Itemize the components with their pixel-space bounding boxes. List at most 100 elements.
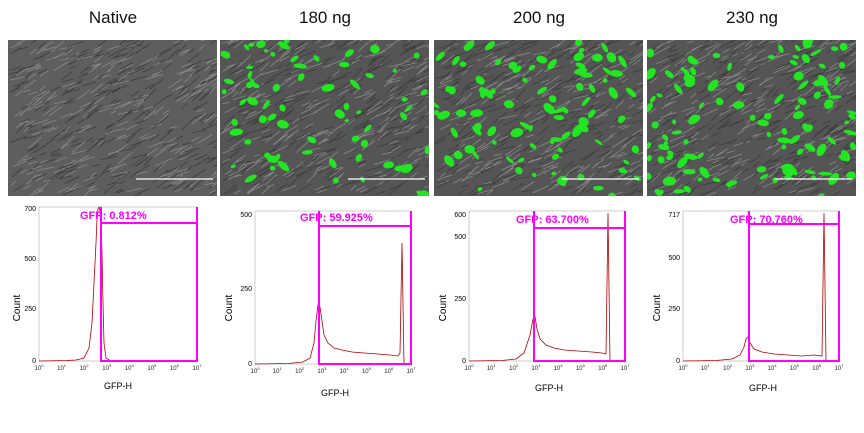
gfp-cell <box>796 148 804 155</box>
cell-streak <box>566 83 578 92</box>
cell-streak <box>462 175 473 181</box>
cell-streak <box>493 175 504 186</box>
cell-streak <box>260 98 268 103</box>
cell-streak <box>213 164 217 167</box>
gfp-cell <box>279 104 286 112</box>
cell-streak <box>186 179 197 187</box>
gfp-cell <box>553 115 565 121</box>
cell-streak <box>27 161 37 165</box>
cell-streak <box>716 77 731 88</box>
cell-streak <box>268 70 284 80</box>
cell-streak <box>839 82 849 92</box>
cell-streak <box>752 186 762 194</box>
gfp-cell <box>767 54 775 60</box>
cell-streak <box>196 134 213 144</box>
cell-streak <box>625 131 640 143</box>
cell-streak <box>639 43 643 46</box>
cell-streak <box>574 42 584 50</box>
gfp-cell <box>262 99 270 110</box>
cell-streak <box>301 122 314 131</box>
cell-streak <box>314 185 324 191</box>
cell-streak <box>24 96 40 108</box>
cell-streak <box>670 48 679 53</box>
gfp-cell <box>804 169 816 175</box>
cell-streak <box>191 116 202 125</box>
cell-streak <box>548 182 562 191</box>
cell-streak <box>101 155 118 161</box>
cell-streak <box>72 141 85 153</box>
cell-streak <box>204 182 214 186</box>
cell-streak <box>237 97 250 101</box>
cell-streak <box>762 90 768 97</box>
gfp-cell <box>617 115 626 123</box>
cell-streak <box>133 164 151 175</box>
cell-streak <box>353 87 361 95</box>
cell-streak <box>285 124 298 133</box>
gfp-cell <box>471 149 480 160</box>
x-tick-label: 100 <box>251 366 261 375</box>
cell-streak <box>64 176 80 184</box>
gfp-cell <box>736 82 745 92</box>
cell-streak <box>681 106 695 112</box>
cell-streak <box>31 165 42 170</box>
cell-streak <box>773 184 785 190</box>
cell-streak <box>111 170 126 175</box>
cell-streak <box>180 62 192 68</box>
cell-streak <box>328 134 340 144</box>
cell-streak <box>588 41 599 52</box>
cell-streak <box>50 148 62 154</box>
cell-streak <box>382 96 395 105</box>
gfp-cell <box>475 76 485 85</box>
gfp-cell <box>663 140 669 146</box>
cell-streak <box>441 55 455 65</box>
cell-streak <box>415 144 429 153</box>
cell-streak <box>258 171 268 177</box>
cell-streak <box>229 138 246 149</box>
cell-streak <box>487 156 502 163</box>
cell-streak <box>718 141 732 146</box>
micrograph-180ng-svg <box>220 40 429 196</box>
xlabel: GFP-H <box>749 383 777 393</box>
cell-streak <box>510 147 519 155</box>
cell-streak <box>211 183 217 187</box>
cell-streak <box>204 65 211 72</box>
cell-streak <box>237 55 252 68</box>
cell-streak <box>43 105 58 116</box>
cell-streak <box>752 160 760 168</box>
cell-streak <box>402 66 415 72</box>
cell-streak <box>844 157 856 166</box>
cell-streak <box>227 83 240 92</box>
cell-streak <box>722 157 734 166</box>
gfp-cell <box>849 142 856 151</box>
cell-streak <box>207 140 217 146</box>
cell-streak <box>828 69 840 80</box>
cell-streak <box>755 98 763 103</box>
cell-streak <box>739 85 750 96</box>
cell-streak <box>107 152 117 159</box>
gfp-cell <box>647 154 652 162</box>
cell-streak <box>553 86 565 91</box>
cell-streak <box>537 124 550 136</box>
cell-streak <box>316 98 330 106</box>
cell-streak <box>845 41 856 50</box>
cell-streak <box>593 78 602 83</box>
cell-streak <box>280 47 292 58</box>
cell-streak <box>662 160 677 169</box>
cell-streak <box>704 43 718 51</box>
cell-streak <box>88 63 102 74</box>
gfp-cell <box>618 168 628 174</box>
cell-streak <box>132 101 142 107</box>
cell-streak <box>555 91 562 97</box>
cell-streak <box>379 60 392 68</box>
cell-streak <box>790 85 797 92</box>
cell-streak <box>740 109 753 115</box>
cell-streak <box>757 49 766 54</box>
gfp-cell <box>647 172 652 180</box>
gfp-cell <box>244 139 252 145</box>
cell-streak <box>436 44 455 49</box>
cell-streak <box>721 180 731 185</box>
cell-streak <box>203 110 217 124</box>
cell-streak <box>195 66 206 74</box>
cell-streak <box>86 141 100 153</box>
cell-streak <box>97 72 109 80</box>
